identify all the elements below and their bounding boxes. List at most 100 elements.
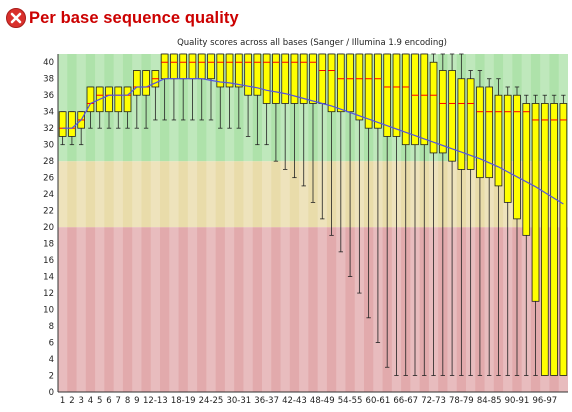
box bbox=[114, 86, 123, 113]
box bbox=[420, 53, 429, 146]
x-tick-label: 9 bbox=[134, 396, 139, 406]
box-series bbox=[58, 53, 568, 376]
box bbox=[253, 53, 262, 96]
box bbox=[207, 53, 215, 80]
x-tick-label: 3 bbox=[78, 396, 83, 406]
box bbox=[327, 53, 336, 113]
box bbox=[68, 111, 76, 137]
box bbox=[559, 103, 568, 376]
box bbox=[466, 78, 475, 170]
box bbox=[197, 53, 206, 80]
y-tick-label: 40 bbox=[43, 58, 54, 68]
y-tick-label: 20 bbox=[43, 223, 54, 233]
box bbox=[318, 53, 327, 104]
chart-title: Quality scores across all bases (Sanger … bbox=[177, 38, 447, 48]
y-tick-label: 12 bbox=[43, 289, 54, 299]
box bbox=[272, 53, 280, 104]
x-tick-label: 5 bbox=[97, 396, 102, 406]
box bbox=[123, 86, 132, 113]
quality-box-plot: Quality scores across all bases (Sanger … bbox=[43, 38, 568, 406]
x-tick-label: 8 bbox=[125, 396, 130, 406]
box bbox=[346, 53, 354, 113]
stripe bbox=[317, 54, 327, 392]
box bbox=[179, 53, 188, 80]
x-tick-label: 96-97 bbox=[532, 396, 557, 406]
box bbox=[476, 86, 484, 179]
box bbox=[262, 53, 271, 104]
x-tick-label: 60-61 bbox=[366, 396, 391, 406]
box bbox=[364, 53, 373, 129]
y-tick-label: 38 bbox=[43, 75, 54, 85]
box bbox=[188, 53, 197, 80]
x-tick-label: 4 bbox=[88, 396, 93, 406]
y-tick-label: 0 bbox=[49, 388, 54, 398]
box bbox=[160, 53, 169, 80]
box bbox=[355, 53, 364, 121]
x-tick-label: 54-55 bbox=[338, 396, 363, 406]
box bbox=[132, 70, 141, 96]
y-tick-label: 16 bbox=[43, 256, 54, 266]
fail-cross-icon bbox=[6, 8, 26, 28]
mean-series bbox=[62, 78, 564, 205]
box bbox=[216, 53, 225, 88]
box bbox=[290, 53, 299, 104]
x-tick-label: 6 bbox=[106, 396, 111, 406]
box bbox=[494, 94, 503, 187]
box bbox=[540, 103, 549, 376]
stripe bbox=[206, 54, 216, 392]
box bbox=[429, 61, 438, 154]
stripe bbox=[76, 54, 86, 392]
y-tick-label: 2 bbox=[49, 372, 54, 382]
x-tick-label: 72-73 bbox=[421, 396, 446, 406]
box bbox=[411, 53, 419, 146]
x-tick-label: 42-43 bbox=[282, 396, 307, 406]
box bbox=[105, 86, 113, 113]
module-title: Per base sequence quality bbox=[29, 8, 239, 27]
x-tick-label: 12-13 bbox=[143, 396, 168, 406]
box bbox=[383, 53, 392, 137]
box bbox=[448, 70, 456, 162]
box bbox=[299, 53, 308, 104]
x-tick-label: 2 bbox=[69, 396, 74, 406]
mean-line bbox=[62, 78, 564, 205]
stripe bbox=[113, 54, 123, 392]
box bbox=[503, 94, 512, 203]
stripe bbox=[243, 54, 253, 392]
box bbox=[86, 86, 95, 113]
y-tick-label: 14 bbox=[43, 273, 54, 283]
box bbox=[234, 53, 243, 88]
box bbox=[281, 53, 290, 104]
y-tick-label: 18 bbox=[43, 240, 54, 250]
box bbox=[457, 78, 466, 170]
box bbox=[531, 103, 540, 302]
y-tick-label: 34 bbox=[43, 108, 54, 118]
stripe bbox=[58, 54, 68, 392]
y-tick-label: 28 bbox=[43, 157, 54, 167]
y-tick-label: 8 bbox=[49, 322, 54, 332]
stripe bbox=[95, 54, 105, 392]
stripe bbox=[169, 54, 179, 392]
box bbox=[170, 53, 178, 80]
box bbox=[522, 103, 531, 236]
stripe bbox=[132, 54, 142, 392]
y-tick-label: 32 bbox=[43, 124, 54, 134]
box bbox=[513, 94, 521, 220]
x-axis-ticks: 1 2 3 4 5 6 7 8 9 12-13 18-19 24-25 30-31 36-37 42-43 4… bbox=[60, 396, 557, 406]
x-tick-label: 36-37 bbox=[254, 396, 279, 406]
box bbox=[401, 53, 410, 146]
band-poor bbox=[58, 227, 568, 392]
box bbox=[392, 53, 401, 137]
x-tick-label: 84-85 bbox=[477, 396, 502, 406]
x-tick-label: 7 bbox=[116, 396, 121, 406]
box bbox=[225, 53, 234, 88]
box bbox=[309, 53, 317, 104]
x-tick-label: 30-31 bbox=[226, 396, 251, 406]
y-tick-label: 6 bbox=[49, 339, 54, 349]
module-header: Per base sequence quality bbox=[6, 5, 239, 31]
y-tick-label: 22 bbox=[43, 207, 54, 217]
chart-container: Quality scores across all bases (Sanger … bbox=[0, 30, 572, 412]
stripe bbox=[224, 54, 235, 392]
box bbox=[58, 111, 67, 137]
x-tick-label: 90-91 bbox=[505, 396, 530, 406]
